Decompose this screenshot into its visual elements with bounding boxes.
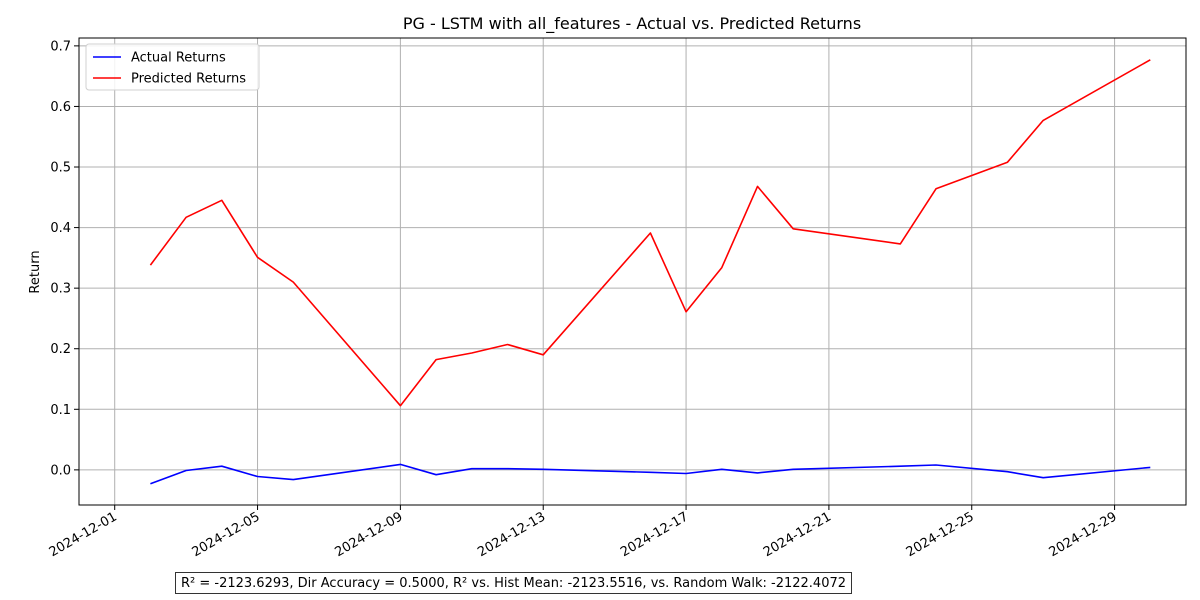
y-tick-label: 0.1 [50,403,71,418]
x-axis: 2024-12-01 2024-12-05 2024-12-09 2024-12-13… [47,505,1120,560]
y-axis-label: Return [28,250,43,293]
x-tick-label: 2024-12-17 [618,509,691,560]
y-tick-label: 0.4 [50,221,71,236]
x-tick-label: 2024-12-05 [190,509,263,560]
series-layer [149,59,1151,485]
metrics-annotation: R² = -2123.6293, Dir Accuracy = 0.5000, … [175,572,853,594]
x-tick-label: 2024-12-01 [47,509,120,560]
x-tick-label: 2024-12-13 [475,509,548,560]
series-line-predicted-returns [149,59,1151,407]
series-line-actual-returns [150,463,1151,485]
y-tick-label: 0.0 [50,463,71,478]
grid-lines [79,38,1186,505]
y-tick-label: 0.3 [50,282,71,297]
legend: Actual Returns Predicted Returns [85,43,260,91]
y-axis: 0.0 0.1 0.2 0.3 0.4 0.5 0.6 0.7 [50,39,79,478]
legend-label: Predicted Returns [131,72,246,87]
x-tick-label: 2024-12-29 [1047,509,1120,560]
legend-label: Actual Returns [131,51,226,66]
x-tick-label: 2024-12-09 [332,509,405,560]
x-tick-label: 2024-12-21 [761,509,834,560]
y-tick-label: 0.2 [50,342,71,357]
plot-frame [78,37,1187,506]
legend-box [85,43,260,91]
x-tick-label: 2024-12-25 [904,509,977,560]
y-tick-label: 0.6 [50,100,71,115]
y-tick-label: 0.7 [50,39,71,54]
chart-title: PG - LSTM with all_features - Actual vs.… [403,14,861,34]
y-tick-label: 0.5 [50,161,71,176]
